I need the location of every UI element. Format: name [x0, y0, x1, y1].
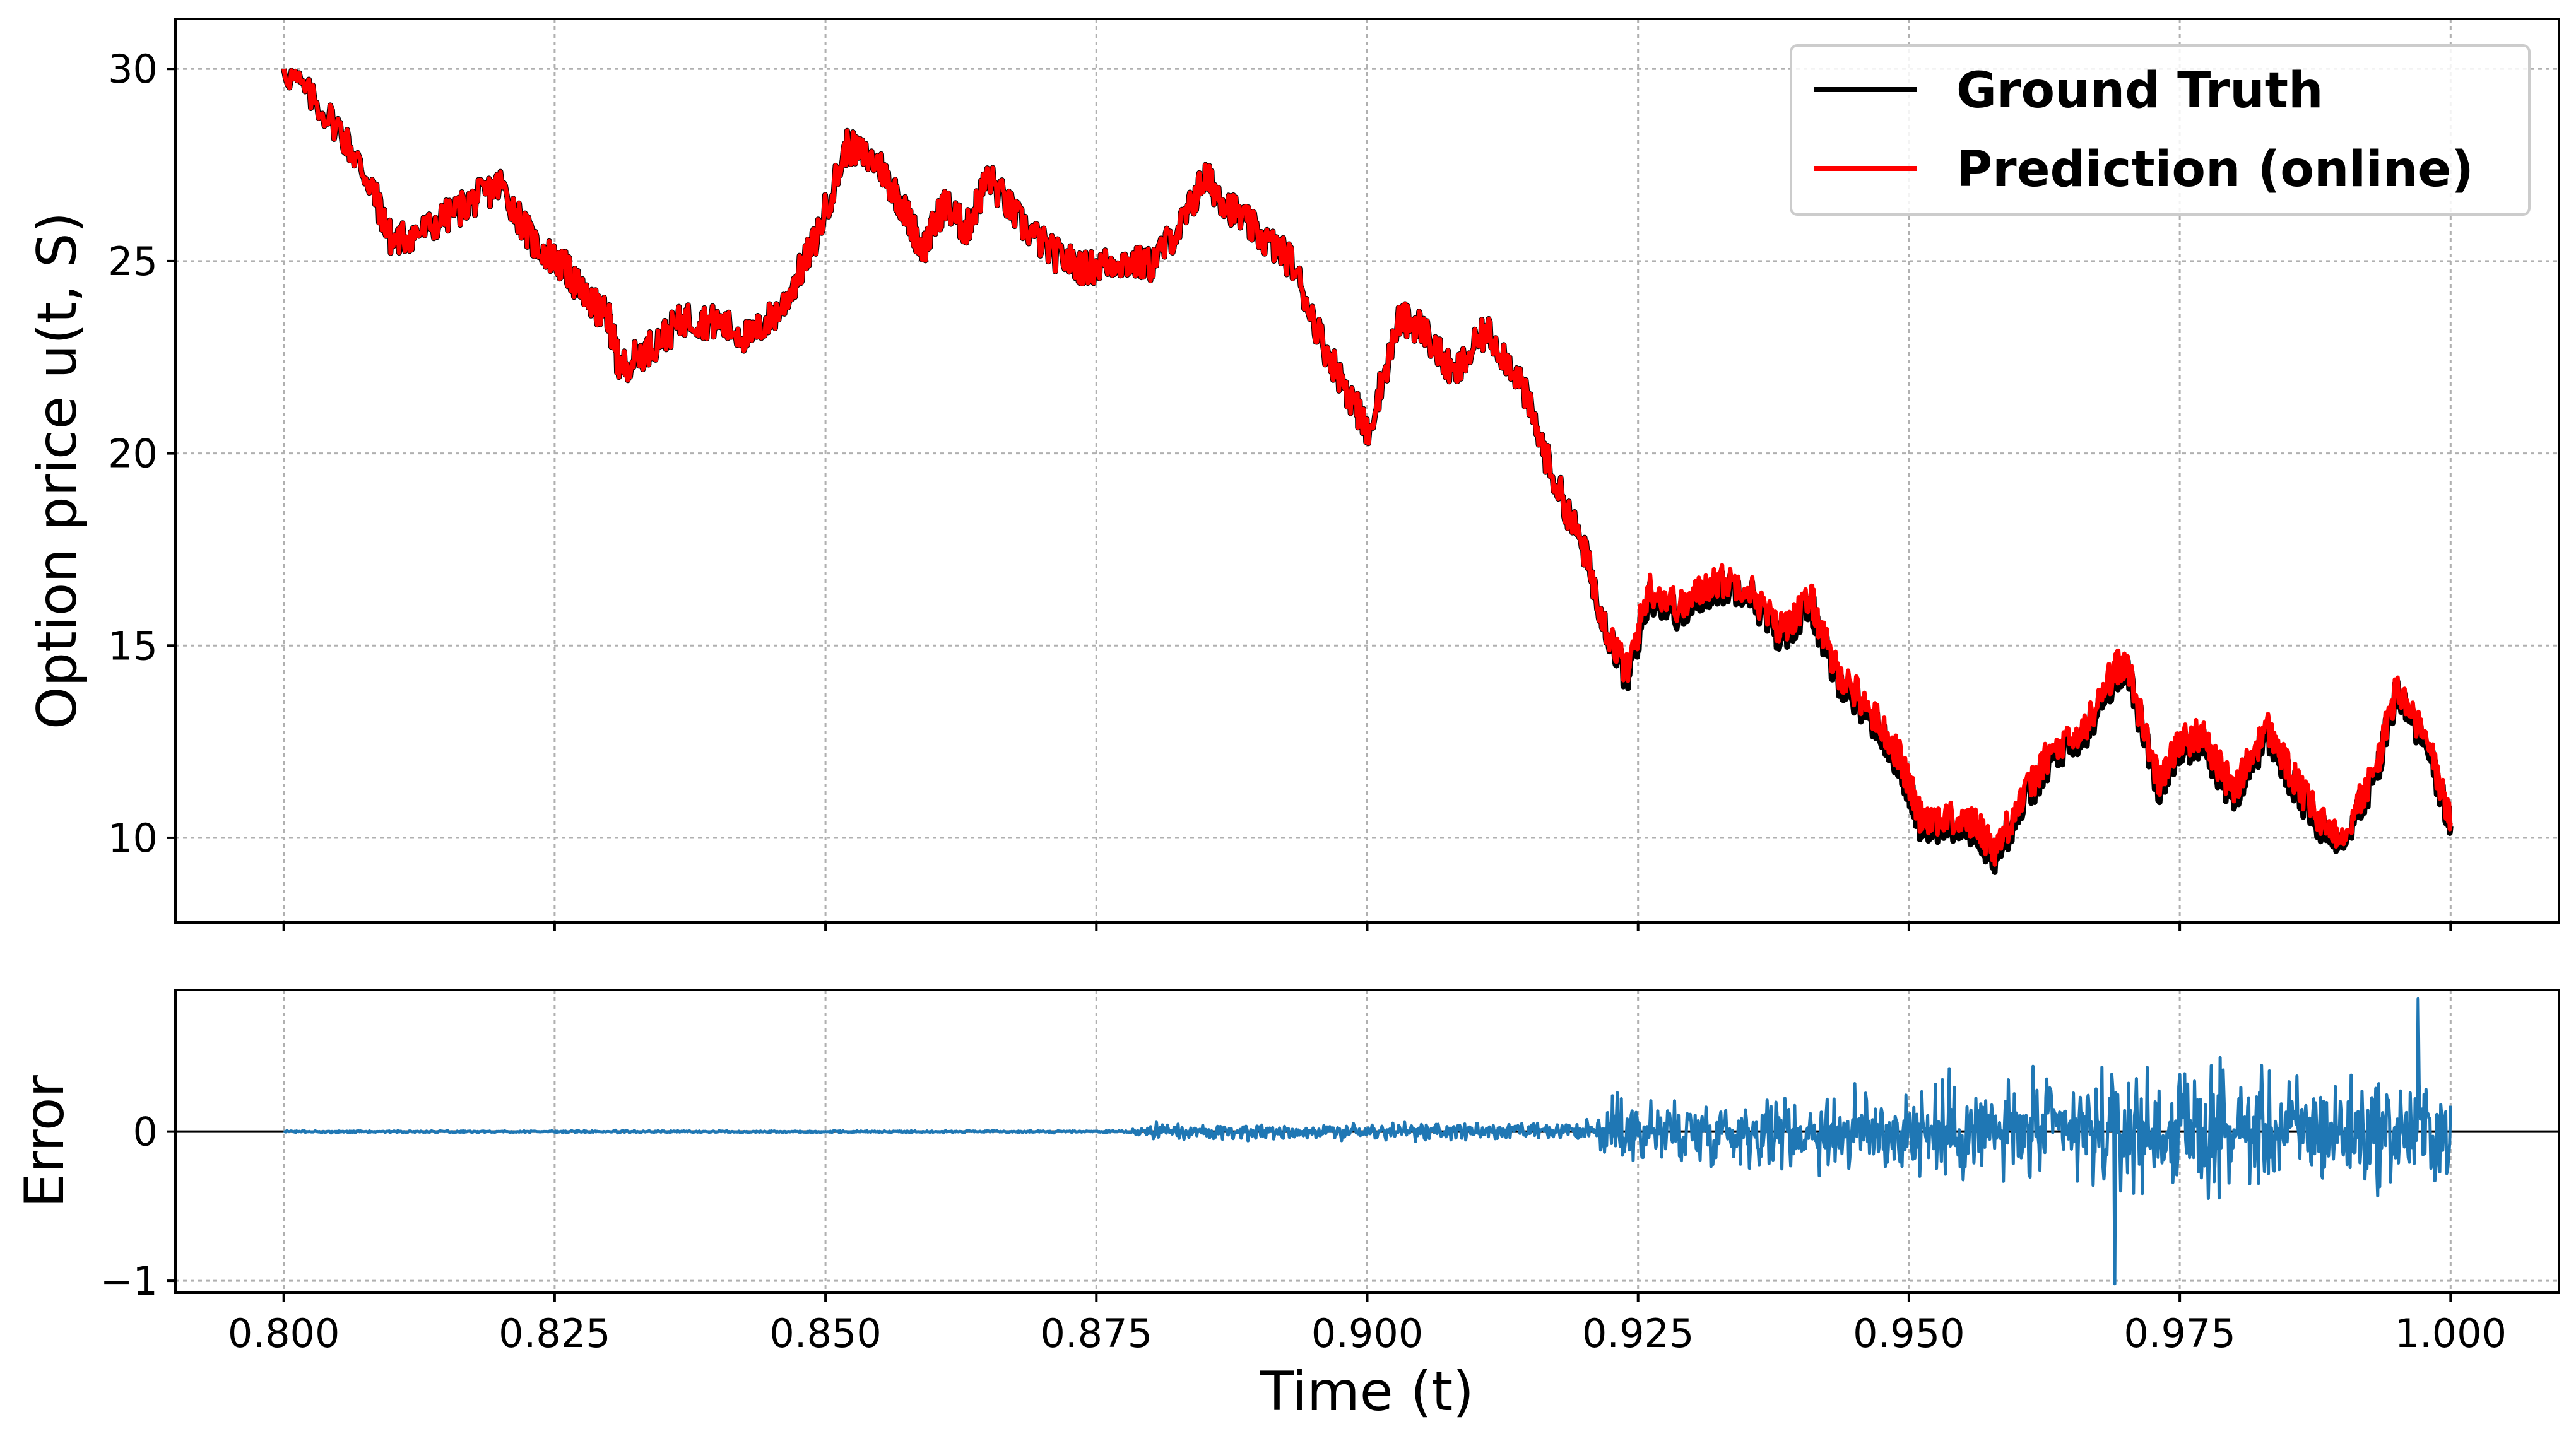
x-tick-label: 0.850: [769, 1310, 882, 1356]
price-y-tick-label: 15: [108, 623, 158, 669]
error-y-axis-label: Error: [13, 1075, 76, 1208]
price-panel: 10 15 20 25 30 Option price u(t, S) Ground T…: [26, 18, 2560, 931]
error-y-tick-label: 0: [133, 1109, 158, 1155]
x-tick-label: 0.925: [1582, 1310, 1694, 1356]
x-tick-label: 0.975: [2124, 1310, 2236, 1356]
legend-box: [1790, 44, 2531, 216]
price-ticks: 10 15 20 25 30: [108, 46, 2452, 931]
price-y-tick-label: 25: [108, 238, 158, 285]
prediction-line: [281, 68, 2453, 867]
error-series: [283, 997, 2452, 1286]
error-line: [283, 997, 2452, 1286]
error-ticks: 0.800 0.825 0.850 0.875 0.900 0.925 0.950 0.975…: [100, 1109, 2507, 1356]
x-axis-label: Time (t): [1260, 1360, 1474, 1423]
x-tick-label: 0.950: [1853, 1310, 1965, 1356]
price-y-tick-label: 20: [108, 431, 158, 477]
price-y-tick-label: 30: [108, 46, 158, 92]
error-panel: 0.800 0.825 0.850 0.875 0.900 0.925 0.950 0.975…: [13, 989, 2560, 1423]
price-y-axis-label: Option price u(t, S): [26, 212, 89, 729]
x-tick-label: 1.000: [2395, 1310, 2507, 1356]
x-tick-label: 0.875: [1041, 1310, 1153, 1356]
x-tick-label: 0.825: [499, 1310, 611, 1356]
price-y-tick-label: 10: [108, 815, 158, 861]
legend-label-ground-truth: Ground Truth: [1956, 62, 2324, 119]
legend: Ground Truth Prediction (online): [1790, 44, 2531, 216]
legend-label-prediction: Prediction (online): [1956, 141, 2474, 198]
x-tick-label: 0.900: [1311, 1310, 1424, 1356]
error-y-tick-label: −1: [100, 1258, 158, 1304]
price-series: [281, 68, 2454, 875]
x-tick-label: 0.800: [228, 1310, 340, 1356]
